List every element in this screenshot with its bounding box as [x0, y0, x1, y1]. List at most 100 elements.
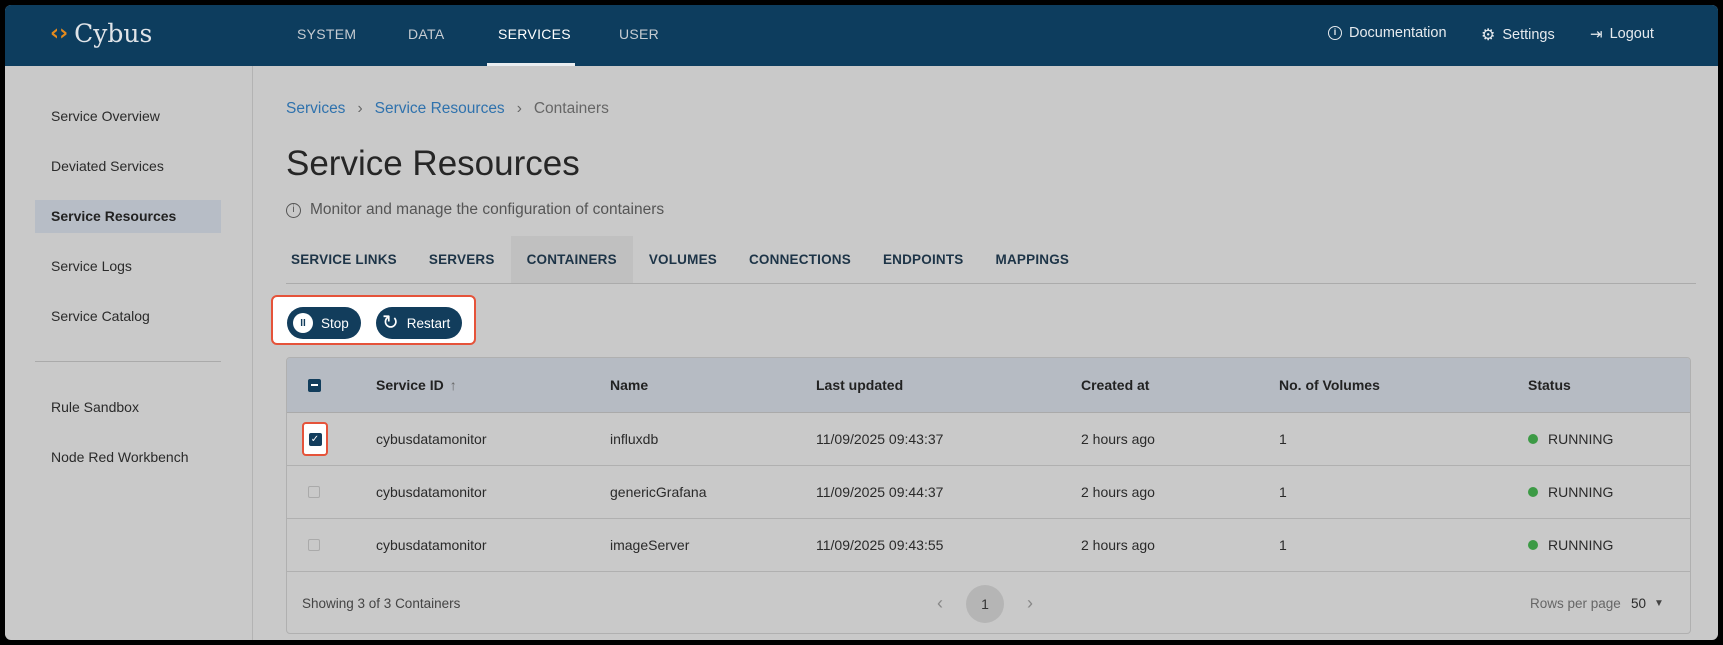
- tab-servers[interactable]: SERVERS: [428, 252, 495, 267]
- sidebar: Service Overview Deviated Services Servi…: [5, 66, 253, 640]
- top-bar: ‹› Cybus SYSTEM DATA SERVICES USER i Docum…: [5, 5, 1718, 66]
- row-checkbox[interactable]: [308, 539, 320, 551]
- logout-icon: ⇥: [1590, 26, 1603, 43]
- column-service-id[interactable]: Service ID ↑: [376, 358, 457, 412]
- cell-last-updated: 11/09/2025 09:43:37: [816, 431, 944, 447]
- page-1-button[interactable]: 1: [966, 584, 1004, 623]
- status-badge: RUNNING: [1528, 519, 1613, 571]
- caret-down-icon: ▼: [1654, 598, 1664, 609]
- next-page-button[interactable]: ›: [1027, 593, 1033, 613]
- logout-link[interactable]: ⇥ Logout: [1590, 25, 1654, 43]
- cell-volumes: 1: [1279, 431, 1287, 447]
- nav-data[interactable]: DATA: [408, 26, 445, 42]
- sort-ascending-icon[interactable]: ↑: [449, 377, 457, 393]
- breadcrumb-separator-icon: ›: [357, 100, 363, 117]
- settings-label: Settings: [1502, 27, 1555, 43]
- stop-label: Stop: [321, 315, 349, 331]
- cell-volumes: 1: [1279, 484, 1287, 500]
- column-created-at[interactable]: Created at: [1081, 377, 1150, 393]
- active-nav-indicator: [487, 63, 575, 66]
- row-checkbox[interactable]: [308, 486, 320, 498]
- stop-button[interactable]: II Stop: [287, 307, 361, 339]
- settings-link[interactable]: ⚙ Settings: [1481, 25, 1555, 45]
- nav-services[interactable]: SERVICES: [498, 26, 571, 42]
- rows-per-page-select[interactable]: 50 ▼: [1631, 572, 1664, 633]
- column-volumes[interactable]: No. of Volumes: [1279, 377, 1380, 393]
- cell-service-id: cybusdatamonitor: [376, 537, 487, 553]
- status-dot-icon: [1528, 540, 1538, 550]
- restart-label: Restart: [406, 315, 451, 331]
- status-badge: RUNNING: [1528, 413, 1613, 465]
- sidebar-item-service-catalog[interactable]: Service Catalog: [51, 308, 150, 324]
- showing-count: Showing 3 of 3 Containers: [302, 596, 461, 611]
- tab-connections[interactable]: CONNECTIONS: [748, 252, 851, 267]
- containers-table: Service ID ↑ Name Last updated Created at…: [286, 357, 1691, 634]
- app-window: ‹› Cybus SYSTEM DATA SERVICES USER i Docum…: [5, 5, 1718, 640]
- status-dot-icon: [1528, 487, 1538, 497]
- cell-created-at: 2 hours ago: [1081, 537, 1155, 553]
- documentation-link[interactable]: i Documentation: [1328, 25, 1447, 41]
- sidebar-item-service-overview[interactable]: Service Overview: [51, 108, 160, 124]
- breadcrumb-containers: Containers: [533, 100, 609, 117]
- breadcrumb-separator-icon: ›: [516, 100, 522, 117]
- logout-label: Logout: [1609, 26, 1654, 42]
- info-icon: i: [1328, 26, 1342, 40]
- gear-icon: ⚙: [1481, 27, 1496, 44]
- row-checkbox[interactable]: ✓: [302, 422, 328, 456]
- table-footer: Showing 3 of 3 Containers ‹ 1 › Rows per…: [287, 572, 1690, 633]
- pause-icon: II: [293, 313, 313, 333]
- status-text: RUNNING: [1548, 484, 1614, 500]
- documentation-label: Documentation: [1349, 25, 1447, 41]
- cell-service-id: cybusdatamonitor: [376, 484, 487, 500]
- tab-containers[interactable]: CONTAINERS: [510, 236, 633, 283]
- column-label: Service ID: [376, 377, 444, 393]
- select-all-checkbox[interactable]: [308, 378, 321, 392]
- cell-last-updated: 11/09/2025 09:43:55: [816, 537, 944, 553]
- column-name[interactable]: Name: [610, 377, 649, 393]
- cell-name: genericGrafana: [610, 484, 707, 500]
- tab-mappings[interactable]: MAPPINGS: [995, 252, 1070, 267]
- cell-name: influxdb: [610, 431, 659, 447]
- sidebar-item-service-resources[interactable]: Service Resources: [35, 200, 221, 233]
- rows-per-page-label: Rows per page: [1530, 596, 1621, 611]
- sidebar-item-rule-sandbox[interactable]: Rule Sandbox: [51, 399, 139, 415]
- tab-volumes[interactable]: VOLUMES: [648, 252, 717, 267]
- rows-per-page-value: 50: [1631, 596, 1647, 611]
- sidebar-divider: [35, 361, 221, 362]
- sidebar-item-node-red-workbench[interactable]: Node Red Workbench: [51, 449, 189, 465]
- breadcrumb-services[interactable]: Services: [286, 100, 346, 117]
- breadcrumb: Services › Service Resources › Containers: [286, 100, 609, 118]
- column-status[interactable]: Status: [1528, 377, 1571, 393]
- status-text: RUNNING: [1548, 537, 1614, 553]
- restart-icon: ↻: [382, 312, 399, 334]
- breadcrumb-service-resources[interactable]: Service Resources: [374, 100, 505, 117]
- nav-system[interactable]: SYSTEM: [297, 26, 357, 42]
- info-icon: i: [286, 202, 301, 218]
- table-row[interactable]: cybusdatamonitor imageServer 11/09/2025 09…: [287, 519, 1690, 572]
- cell-volumes: 1: [1279, 537, 1287, 553]
- table-row[interactable]: ✓ cybusdatamonitor influxdb 11/09/2025 09:4…: [287, 413, 1690, 466]
- page-title: Service Resources: [286, 144, 580, 183]
- logo[interactable]: ‹› Cybus: [50, 19, 152, 48]
- logo-text: Cybus: [74, 19, 153, 48]
- sidebar-item-service-logs[interactable]: Service Logs: [51, 258, 132, 274]
- cell-name: imageServer: [610, 537, 690, 553]
- tab-service-links[interactable]: SERVICE LINKS: [291, 252, 397, 267]
- page-description: i Monitor and manage the configuration of…: [286, 201, 664, 219]
- action-toolbar: II Stop ↻ Restart: [271, 295, 476, 345]
- tab-endpoints[interactable]: ENDPOINTS: [882, 252, 964, 267]
- nav-user[interactable]: USER: [619, 26, 660, 42]
- tab-bar: SERVICE LINKS SERVERS CONTAINERS VOLUMES…: [286, 236, 1696, 284]
- column-last-updated[interactable]: Last updated: [816, 377, 904, 393]
- table-row[interactable]: cybusdatamonitor genericGrafana 11/09/2025…: [287, 466, 1690, 519]
- page-description-text: Monitor and manage the configuration of …: [310, 201, 665, 218]
- cybus-logo-icon: ‹›: [50, 21, 69, 46]
- cell-service-id: cybusdatamonitor: [376, 431, 487, 447]
- restart-button[interactable]: ↻ Restart: [376, 307, 463, 339]
- status-badge: RUNNING: [1528, 466, 1613, 518]
- sidebar-item-deviated-services[interactable]: Deviated Services: [51, 158, 164, 174]
- previous-page-button[interactable]: ‹: [937, 593, 943, 613]
- cell-created-at: 2 hours ago: [1081, 484, 1155, 500]
- check-icon: ✓: [308, 432, 322, 446]
- status-dot-icon: [1528, 434, 1538, 444]
